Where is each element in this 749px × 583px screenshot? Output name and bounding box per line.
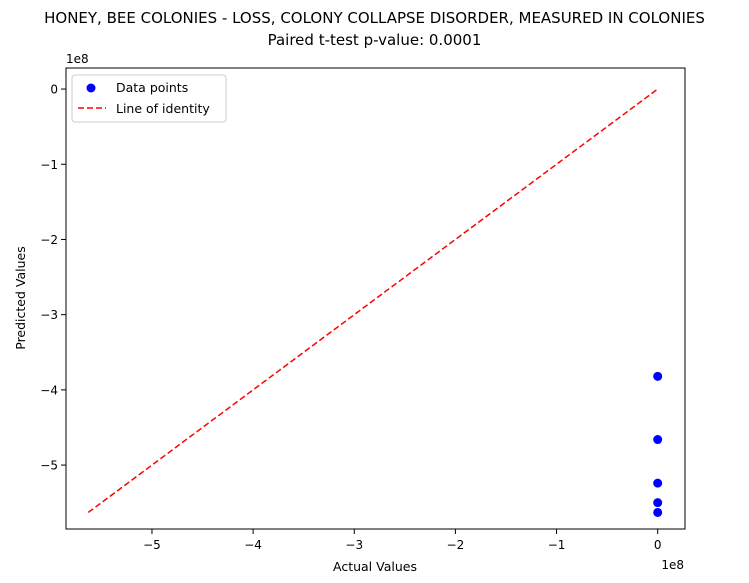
legend-box <box>71 74 227 123</box>
chart-subtitle: Paired t-test p-value: 0.0001 <box>268 31 482 49</box>
x-tick-label: −1 <box>548 538 566 552</box>
x-offset-label: 1e8 <box>661 558 684 572</box>
x-tick-label: −3 <box>345 538 363 552</box>
data-point <box>653 371 663 381</box>
y-axis-label: Predicted Values <box>13 246 28 350</box>
x-tick-label: −5 <box>143 538 161 552</box>
chart-title: HONEY, BEE COLONIES - LOSS, COLONY COLLA… <box>44 9 705 27</box>
x-tick-label: −2 <box>447 538 465 552</box>
y-axis: 0 −1 −2 −3 −4 −5 <box>40 83 66 473</box>
y-tick-label: −5 <box>40 459 58 473</box>
legend-marker-data-points <box>86 83 96 93</box>
data-point <box>653 507 663 517</box>
y-tick-label: −1 <box>40 158 58 172</box>
legend: Data points Line of identity <box>71 74 227 123</box>
plot-area <box>65 67 686 530</box>
y-tick-label: −2 <box>40 233 58 247</box>
legend-label-identity-line: Line of identity <box>116 101 210 116</box>
identity-line-layer <box>87 88 659 514</box>
y-tick-label: −3 <box>40 308 58 322</box>
identity-line <box>87 88 659 514</box>
plot-frame <box>65 67 686 530</box>
data-point <box>653 435 663 445</box>
data-point <box>653 478 663 488</box>
legend-label-data-points: Data points <box>116 80 188 95</box>
y-tick-label: −4 <box>40 383 58 397</box>
x-axis-label: Actual Values <box>333 559 417 574</box>
y-offset-label: 1e8 <box>66 52 89 66</box>
y-tick-label: 0 <box>50 83 58 97</box>
x-tick-label: 0 <box>654 538 662 552</box>
data-points-layer <box>653 371 663 517</box>
x-tick-label: −4 <box>244 538 262 552</box>
x-axis: −5 −4 −3 −2 −1 0 <box>143 529 662 552</box>
data-point <box>653 498 663 508</box>
